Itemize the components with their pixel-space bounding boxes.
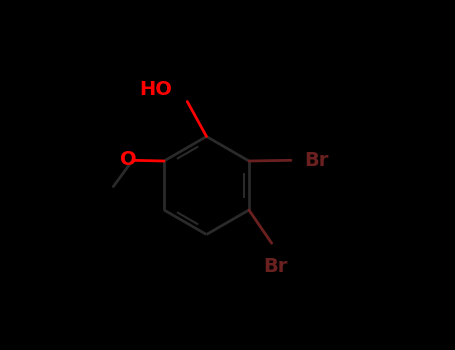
Text: O: O <box>120 150 136 169</box>
Text: Br: Br <box>263 257 288 275</box>
Text: Br: Br <box>304 151 329 170</box>
Text: HO: HO <box>140 80 172 99</box>
